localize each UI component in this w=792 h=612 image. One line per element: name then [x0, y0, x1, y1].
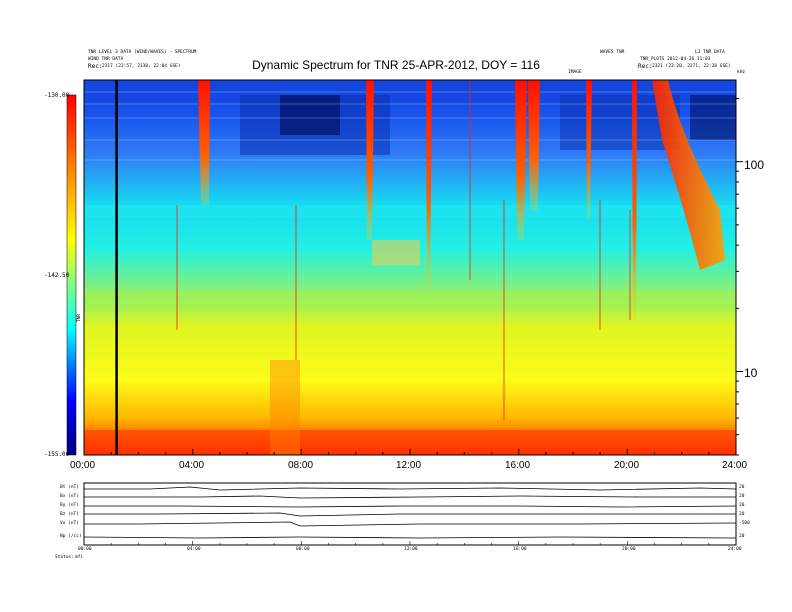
lower-x-tick-2: 08:00	[296, 547, 310, 552]
lower-x-tick-6: 24:00	[728, 547, 742, 552]
header-right-line2: TNR_PLOTS 2012-04-26 11:03	[640, 57, 711, 62]
lower-row-label-1: Bx (nT)	[60, 494, 79, 499]
x-axis-ticks	[83, 449, 737, 455]
x-tick-2400: 24:00	[722, 460, 748, 471]
colorbar-tick-top: -130.00	[44, 92, 70, 99]
lower-x-tick-5: 20:00	[622, 547, 636, 552]
colorbar-tick-mid: -142.50	[44, 272, 70, 279]
footer-status-label: Status:	[55, 555, 74, 560]
lower-x-tick-0: 00:00	[78, 547, 92, 552]
lower-row-label-2: By (nT)	[60, 503, 79, 508]
y-tick-100: 100	[744, 158, 765, 172]
x-tick-0000: 00:00	[70, 460, 96, 471]
x-tick-0400: 04:00	[179, 460, 205, 471]
x-tick-2000: 20:00	[614, 460, 640, 471]
colorbar-tick-bottom: -155.00	[44, 451, 70, 458]
header-left-line2: WIND TNR DATA	[88, 57, 124, 62]
lower-right-tick-1: 20	[739, 494, 745, 499]
lower-right-tick-0: 20	[739, 485, 745, 490]
lower-right-tick-3: 20	[739, 512, 745, 517]
lower-row-label-3: Bz (nT)	[60, 512, 79, 517]
header-right-end-value: 2321 (23:20, 2271, 22:28 GSE)	[652, 64, 731, 69]
lower-panel-traces	[83, 486, 737, 539]
colorbar-label: TNR	[77, 313, 82, 322]
header-right-end-label: Rec:	[638, 63, 653, 70]
lower-x-ticks	[83, 541, 737, 545]
lower-right-tick-2: 20	[739, 503, 745, 508]
lower-row-label-5: Np (/cc)	[60, 534, 82, 539]
header-left-line1: TNR LEVEL 3 DATA (WIND/WAVES) - SPECTRUM	[88, 50, 197, 55]
lower-right-tick-5: 20	[739, 534, 745, 539]
lower-x-tick-4: 16:00	[513, 547, 527, 552]
header-right-line1: WAVES TNR	[600, 50, 625, 55]
lower-x-tick-3: 12:00	[404, 547, 418, 552]
lower-x-tick-1: 04:00	[187, 547, 201, 552]
header-top-right-id: L3 TNR DATA	[695, 50, 725, 55]
header-top-right-small: kHz	[737, 70, 746, 75]
colorbar	[66, 94, 77, 456]
header-left-start-value: 2317 (22:57, 2330, 22:04 GSE)	[102, 64, 181, 69]
x-tick-1600: 16:00	[505, 460, 531, 471]
header-left-start-label: Rec:	[88, 63, 103, 70]
chart-title: Dynamic Spectrum for TNR 25-APR-2012, DO…	[252, 58, 540, 72]
header-small-center: IMAGE	[568, 70, 582, 75]
lower-right-tick-4: -500	[739, 521, 750, 526]
x-tick-1200: 12:00	[396, 460, 422, 471]
lower-row-label-0: Bt (nT)	[60, 485, 79, 490]
footer-status-value: mfi	[75, 555, 84, 560]
y-tick-10: 10	[744, 366, 758, 380]
lower-row-label-4: Vx (nT)	[60, 521, 79, 526]
right-axis-ticks	[736, 97, 743, 456]
spectrogram	[84, 80, 736, 455]
x-tick-0800: 08:00	[288, 460, 314, 471]
